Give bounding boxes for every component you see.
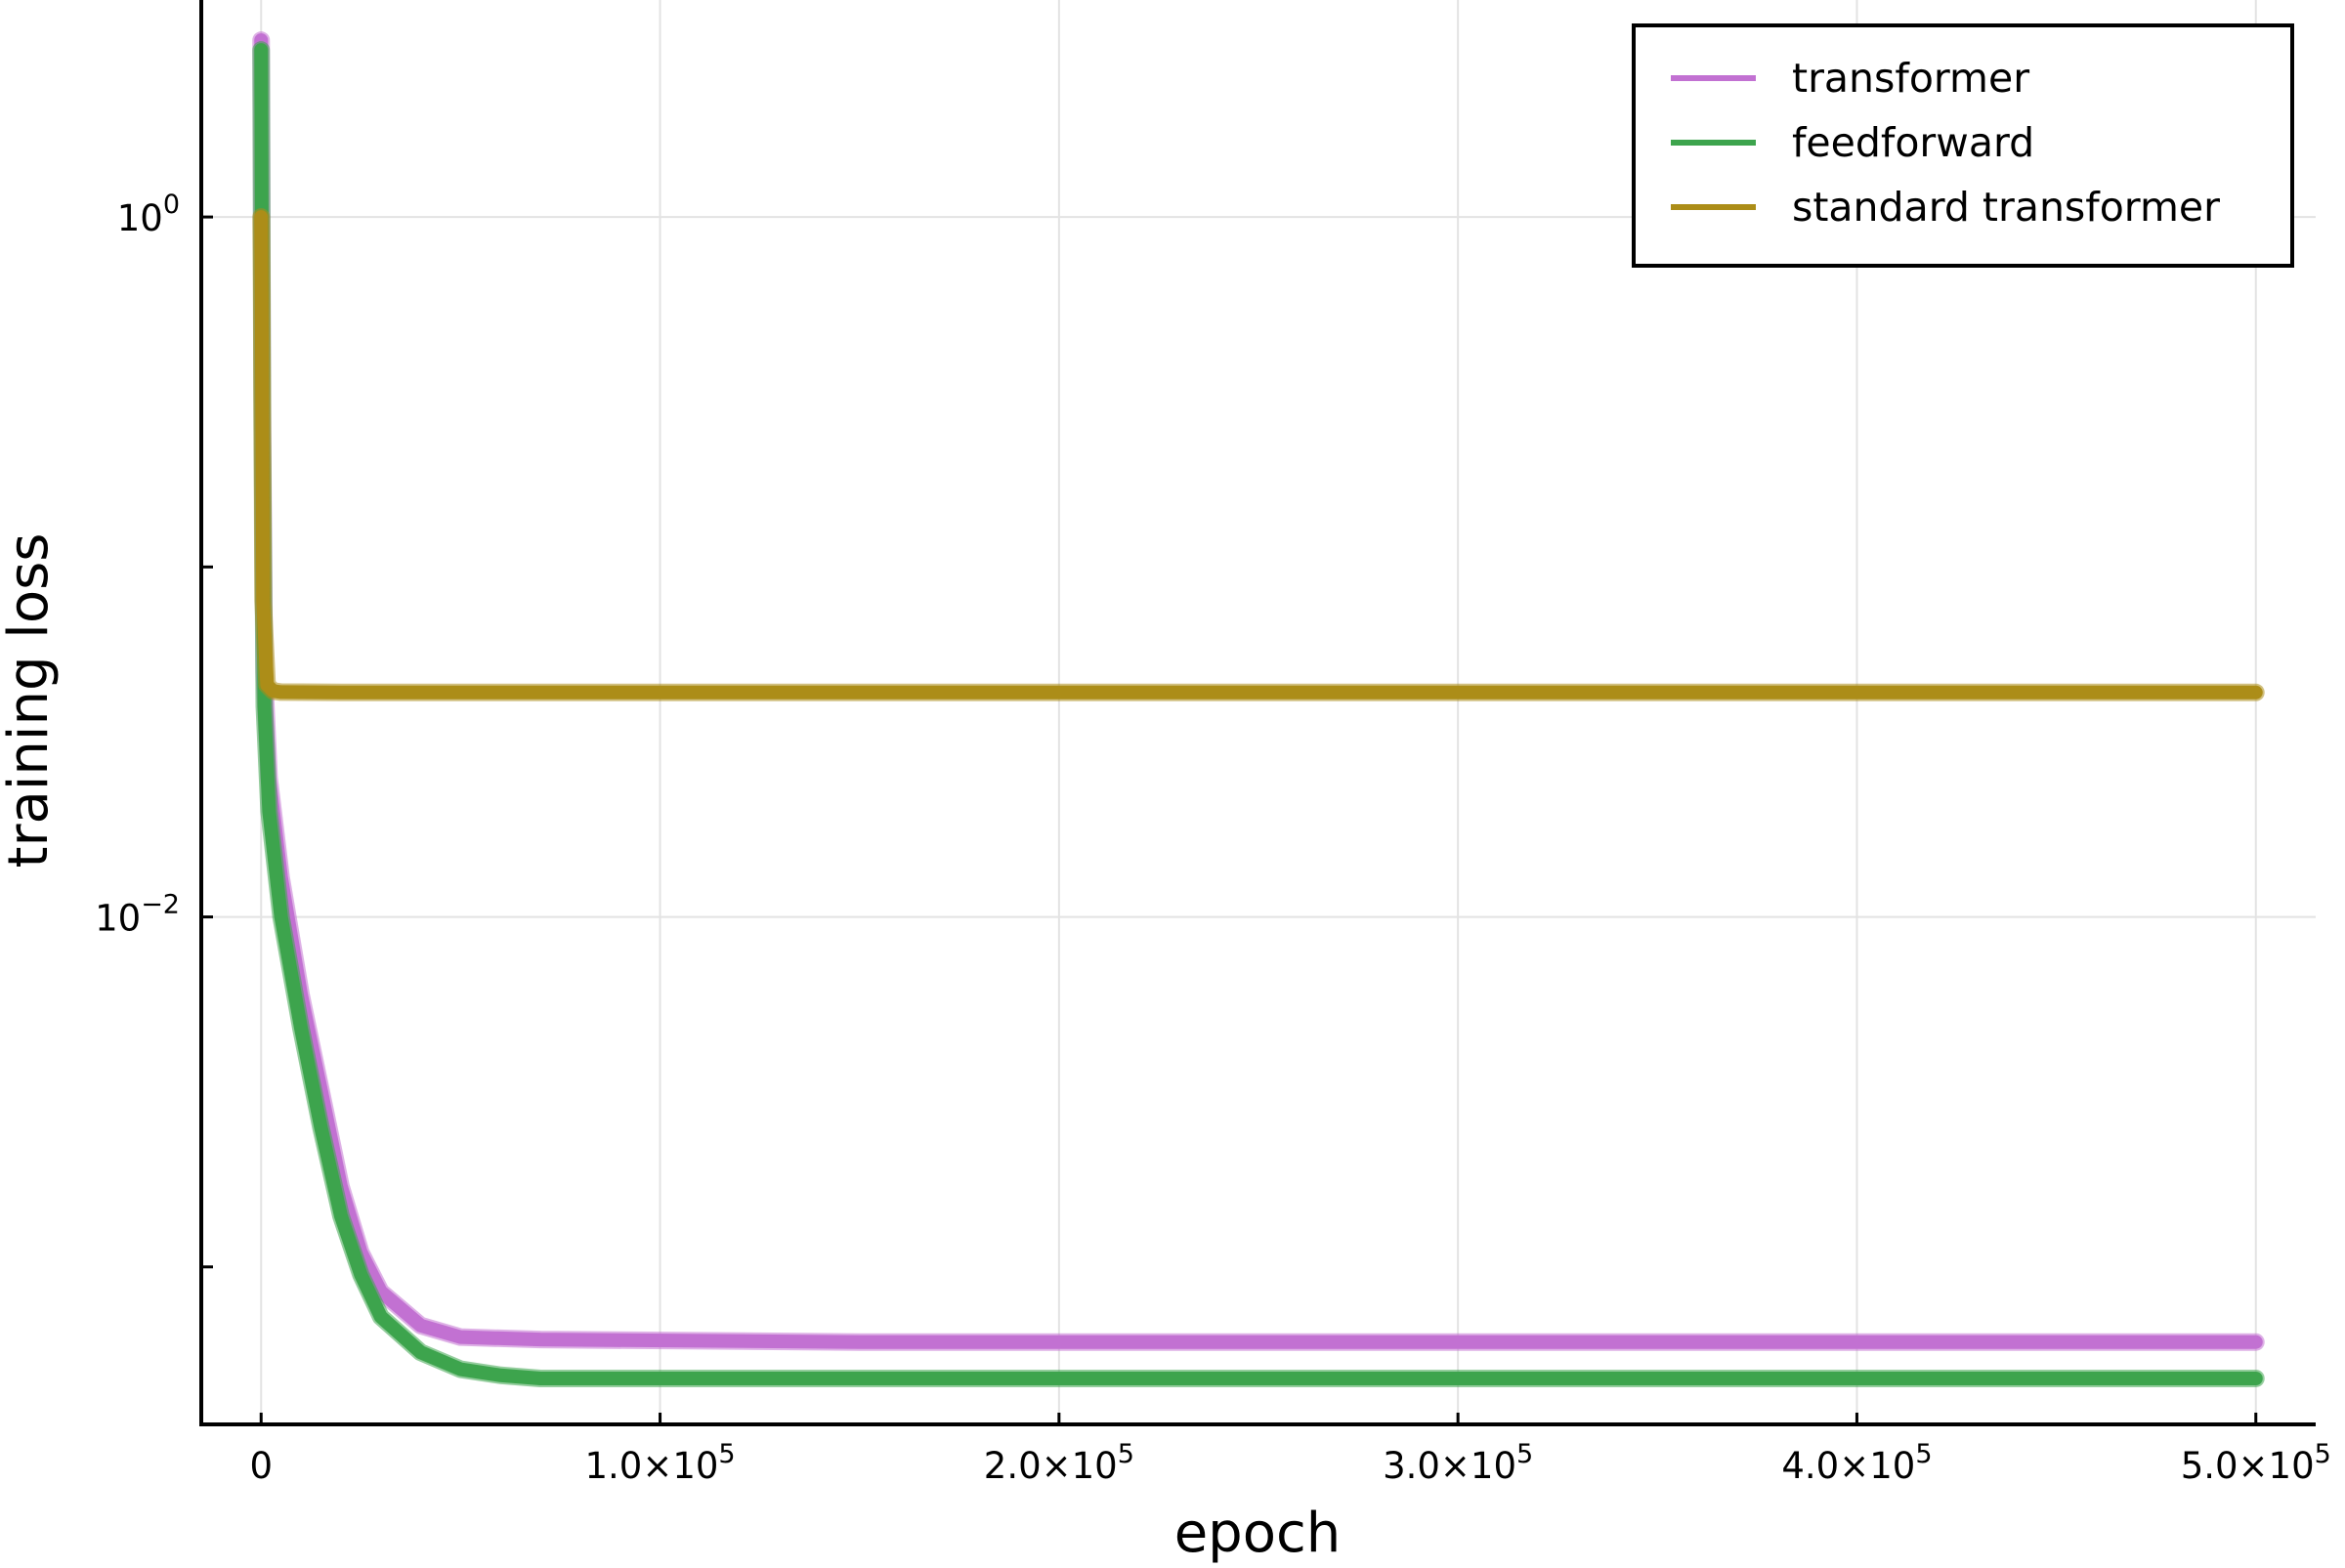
series-line [254,43,2263,1385]
series-layer [252,31,2265,1387]
x-axis-title: epoch [1174,1502,1342,1563]
x-tick-label: 0 [249,1445,273,1487]
y-axis-title: training loss [0,533,61,869]
series-standard-transformer [252,208,2265,701]
legend-label: feedforward [1792,119,2034,166]
y-tick-label: 100 [117,190,180,239]
x-tick-label: 5.0×105 [2181,1439,2331,1487]
legend: transformer feedforward standard transform… [1632,23,2294,268]
y-tick-label: 10−2 [95,890,180,940]
x-tick-label: 1.0×105 [584,1439,735,1487]
series-band [252,208,2265,701]
axes [199,0,2316,1426]
x-tick-label: 2.0×105 [984,1439,1134,1487]
legend-label: transformer [1792,55,2029,102]
x-ticks: 0 1.0×105 2.0×105 3.0×105 4.0×105 5.0×105 [249,1413,2331,1487]
series-feedforward [252,41,2265,1387]
y-ticks: 100 10−2 [95,190,213,1269]
series-line [254,210,2263,699]
legend-label: standard transformer [1792,184,2220,231]
x-tick-label: 4.0×105 [1781,1439,1932,1487]
x-tick-label: 3.0×105 [1383,1439,1533,1487]
